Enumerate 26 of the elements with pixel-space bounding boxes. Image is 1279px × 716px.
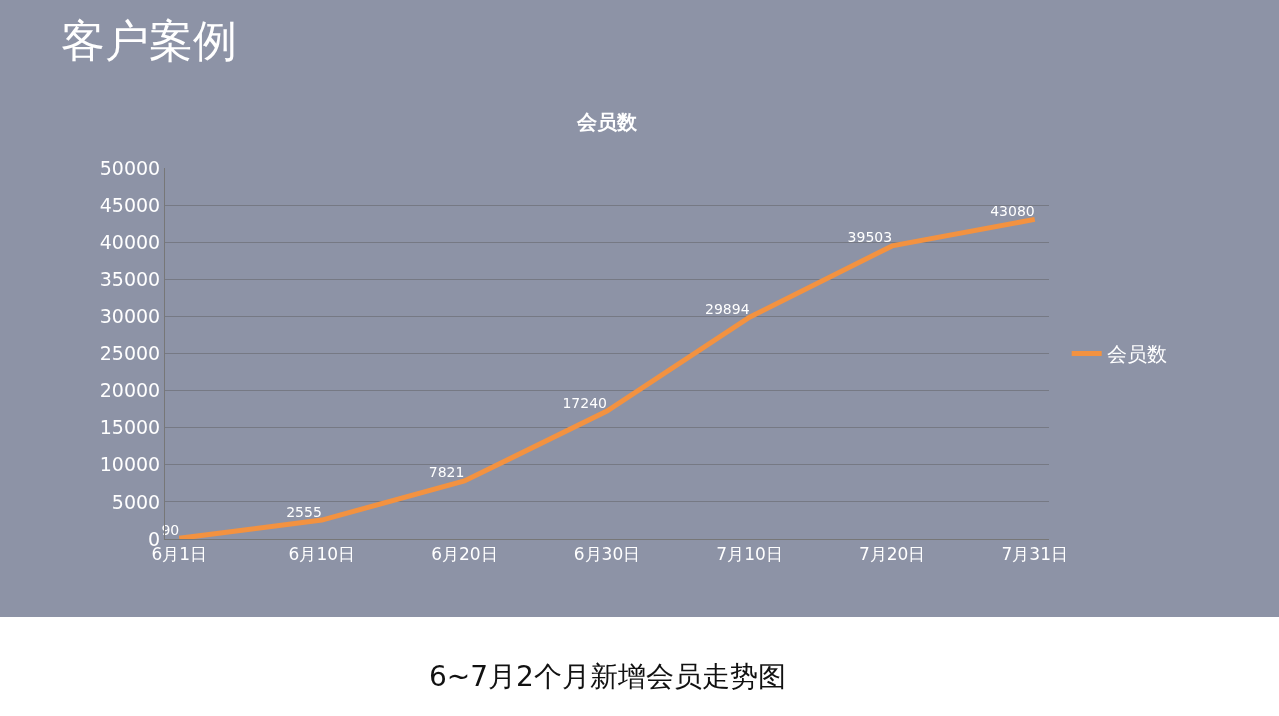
text: 客户案例	[61, 15, 237, 66]
data-label: 29894	[705, 300, 750, 317]
data-label: 2555	[286, 503, 322, 520]
y-tick-label: 15000	[99, 416, 161, 439]
y-tick-label: 25000	[99, 342, 161, 365]
y-tick-label: 5000	[111, 490, 161, 513]
y-tick-label: 20000	[99, 379, 161, 402]
x-tick-label: 7月31日	[1001, 544, 1068, 565]
y-tick-label: 35000	[99, 267, 161, 290]
y-tick-label: 45000	[99, 193, 161, 216]
x-tick-label: 6月10日	[288, 544, 356, 565]
x-tick-label: 6月20日	[431, 544, 498, 565]
x-tick-label: 6月30日	[573, 544, 641, 565]
y-tick-label: 50000	[99, 156, 161, 179]
text: 6~7月2个月新增会员走势图	[429, 660, 786, 693]
x-tick-label: 7月10日	[716, 544, 783, 565]
legend-label: 会员数	[1106, 342, 1167, 367]
y-tick-label: 10000	[99, 453, 161, 476]
chart-title: 会员数	[576, 109, 638, 134]
y-tick-label: 40000	[99, 230, 161, 253]
data-label: 7821	[428, 464, 465, 481]
x-tick-label: 7月20日	[858, 544, 926, 565]
data-label: 43080	[990, 202, 1035, 219]
data-label: 39503	[847, 229, 893, 246]
y-tick-label: 30000	[99, 305, 161, 328]
data-label: 17240	[562, 394, 607, 411]
